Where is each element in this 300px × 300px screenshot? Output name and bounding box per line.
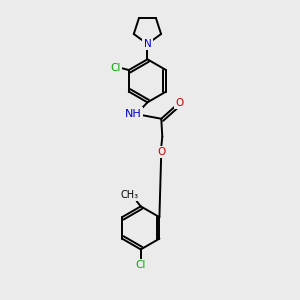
Text: Cl: Cl — [136, 260, 146, 270]
Text: O: O — [175, 98, 183, 108]
Text: NH: NH — [125, 109, 142, 118]
Text: O: O — [157, 147, 165, 157]
Text: N: N — [144, 39, 151, 49]
Text: Cl: Cl — [111, 63, 121, 73]
Text: CH₃: CH₃ — [120, 190, 139, 200]
